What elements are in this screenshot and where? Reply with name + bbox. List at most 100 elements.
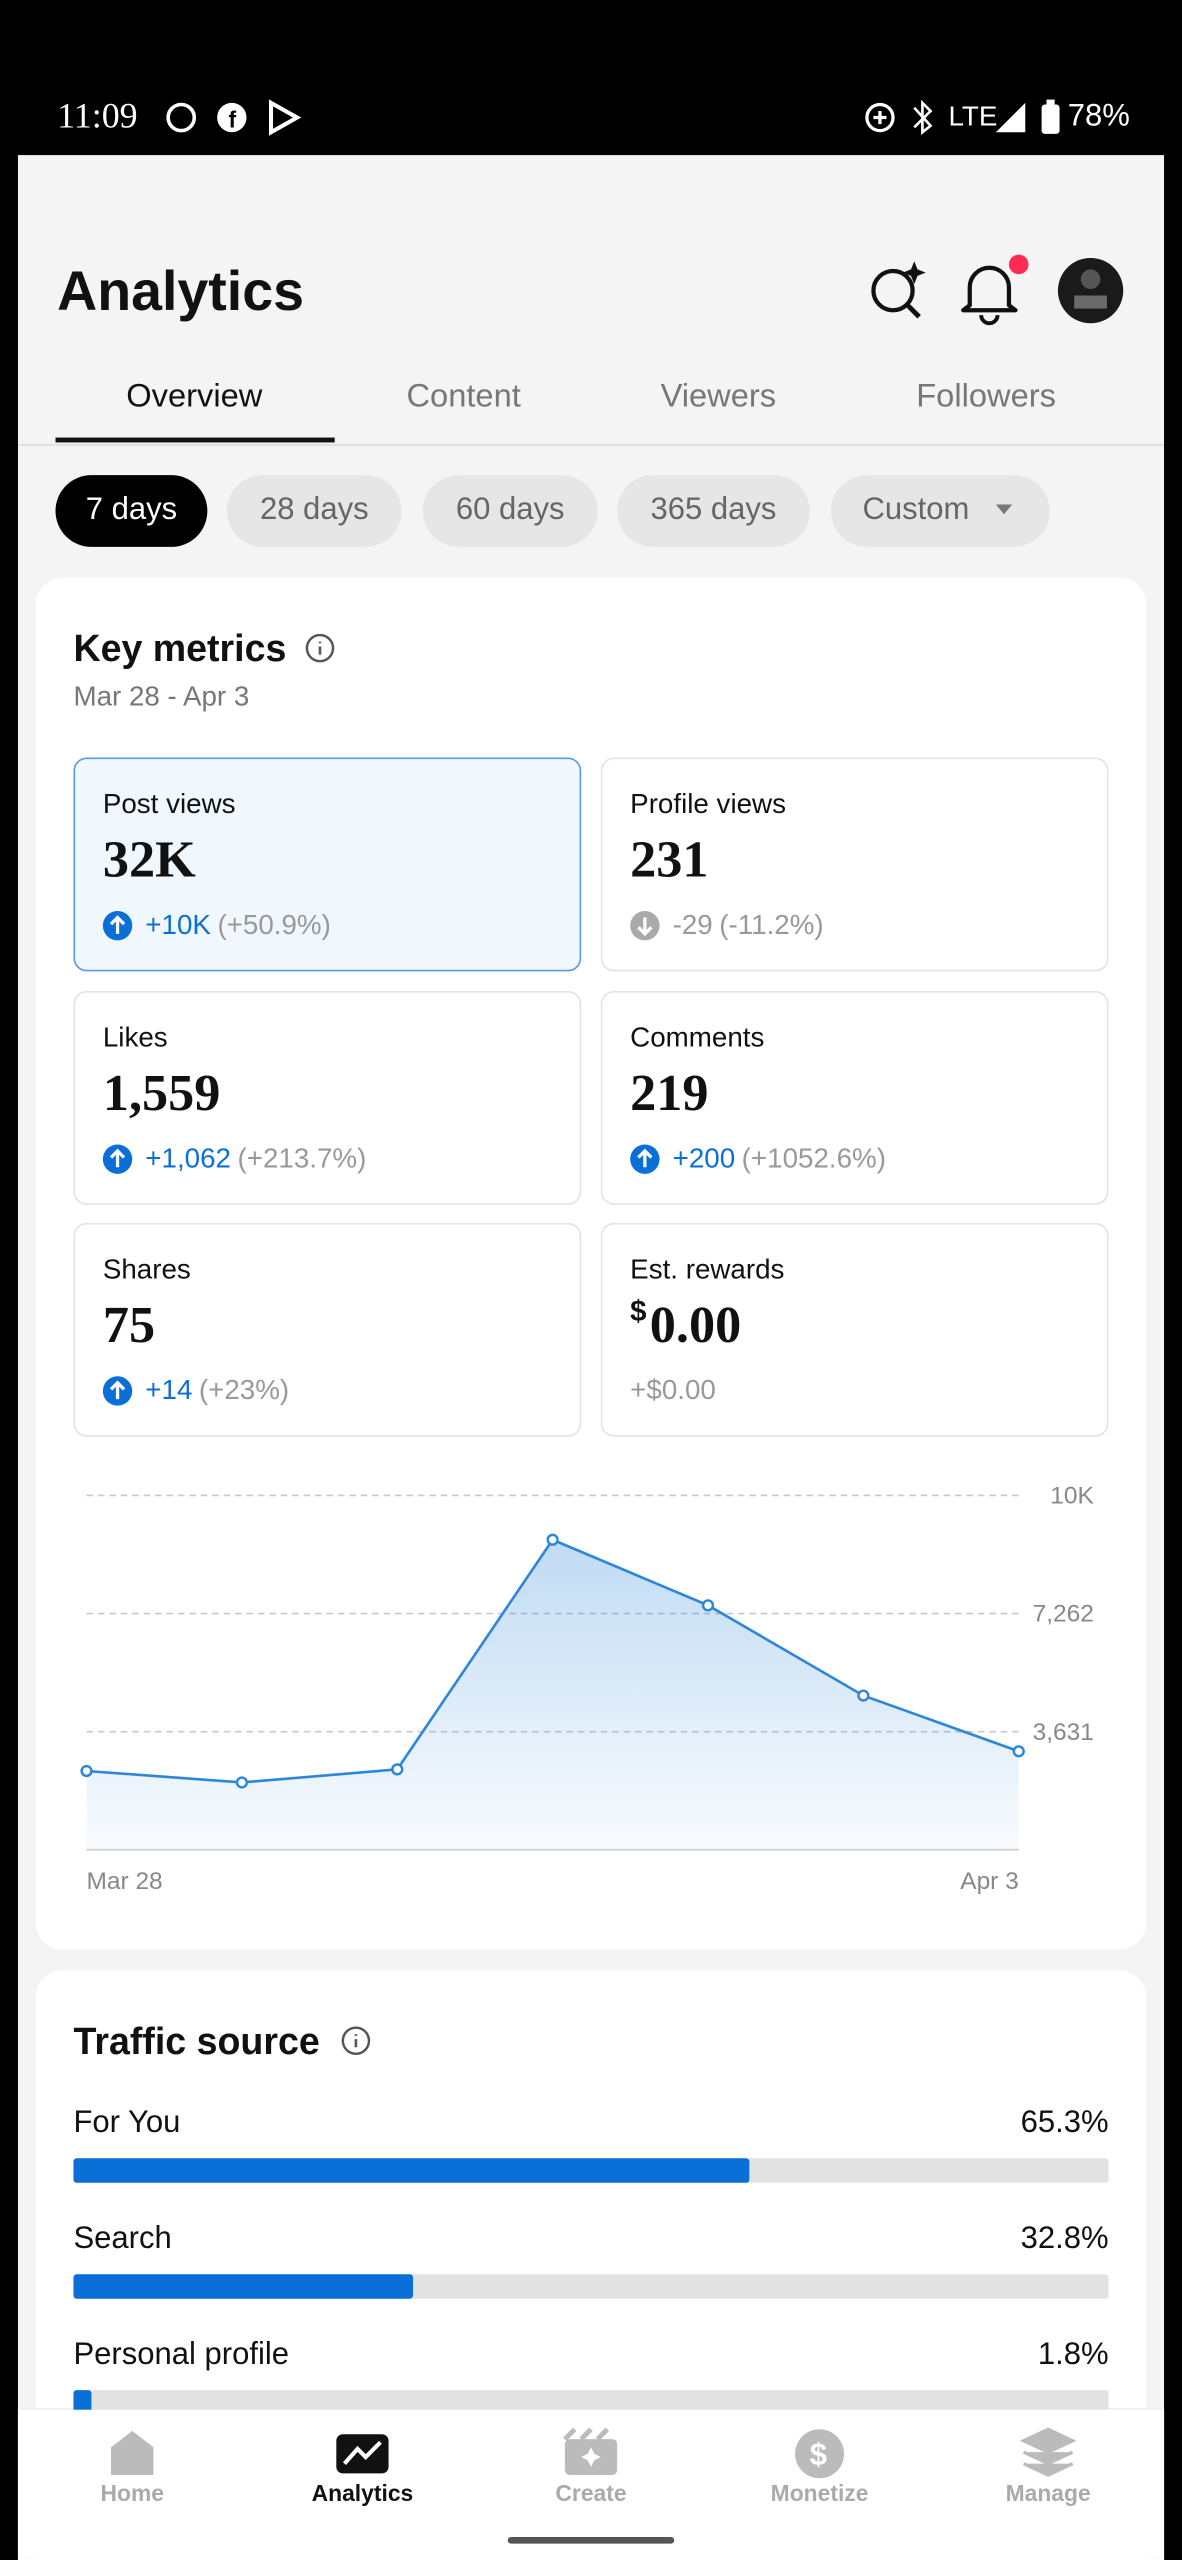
y-tick-label: 7,262 xyxy=(1033,1601,1094,1628)
tab[interactable]: Content xyxy=(406,378,521,415)
nav-item[interactable]: Analytics xyxy=(311,2479,414,2507)
views-chart: 3,631 7,262 10K Mar 28 Apr 3 xyxy=(80,1483,1095,1895)
point xyxy=(546,1533,559,1546)
change-percent: (+213.7%) xyxy=(237,1142,367,1174)
status-time: 11:09 xyxy=(57,94,138,136)
divider xyxy=(17,444,1165,446)
range-chip[interactable]: 60 days xyxy=(422,475,598,547)
svg-text:$: $ xyxy=(810,2437,827,2472)
change: +1,062 xyxy=(145,1142,231,1174)
nav-mask xyxy=(17,2409,1165,2560)
tab[interactable]: Viewers xyxy=(660,378,777,415)
avatar[interactable] xyxy=(1057,257,1124,324)
battery: 78% xyxy=(1067,99,1130,134)
range-chip[interactable]: 365 days xyxy=(617,475,810,547)
info-icon[interactable] xyxy=(340,2024,376,2060)
metric-value: 32K xyxy=(102,829,196,889)
metric-change: +$0.00 xyxy=(630,1375,716,1408)
metric-change: +200 (+1052.6%) xyxy=(673,1142,886,1175)
tab[interactable]: Overview xyxy=(126,378,263,415)
metric-value: 1,559 xyxy=(102,1062,221,1121)
header-actions xyxy=(871,254,1124,326)
change-percent: (+23%) xyxy=(198,1374,290,1406)
tab-indicator xyxy=(55,437,335,443)
change-percent: (+50.9%) xyxy=(217,909,331,941)
date-range: Mar 28 - Apr 3 xyxy=(73,680,250,712)
nav-item[interactable]: Create xyxy=(555,2479,627,2507)
metric-card[interactable] xyxy=(600,1222,1109,1437)
source-name: For You xyxy=(73,2106,181,2141)
change: +14 xyxy=(145,1374,193,1406)
signal-battery xyxy=(995,99,1060,134)
metric-label: Est. rewards xyxy=(630,1253,785,1285)
tab[interactable]: Followers xyxy=(916,378,1056,415)
trend-icon xyxy=(630,910,660,941)
x-tick-label: Mar 28 xyxy=(87,1868,163,1895)
metric-card[interactable] xyxy=(600,990,1109,1205)
metric-label: Likes xyxy=(102,1021,168,1053)
x-tick-label: Apr 3 xyxy=(960,1868,1018,1895)
metric-card[interactable] xyxy=(600,757,1109,972)
change: +10K xyxy=(145,909,211,941)
metric-change: +10K (+50.9%) xyxy=(145,909,331,942)
source-value: 1.8% xyxy=(1037,2337,1109,2373)
notification-icons: f xyxy=(166,99,302,136)
svg-text:f: f xyxy=(229,106,237,132)
trend-icon xyxy=(102,1376,133,1406)
metric-value: 219 xyxy=(630,1062,709,1121)
bar xyxy=(73,2390,93,2415)
trend-icon xyxy=(102,1143,133,1174)
point xyxy=(857,1689,870,1702)
nav-item[interactable]: Manage xyxy=(1005,2479,1091,2507)
page-title: Analytics xyxy=(57,261,304,324)
info-icon[interactable] xyxy=(304,632,340,668)
metric-label: Post views xyxy=(102,788,236,820)
metric-label: Profile views xyxy=(630,788,786,820)
nav-item[interactable]: Home xyxy=(100,2479,164,2507)
bar xyxy=(73,2274,413,2299)
point xyxy=(1012,1745,1025,1758)
source-value: 65.3% xyxy=(1020,2106,1109,2141)
source-name: Search xyxy=(73,2221,172,2257)
nav-item[interactable]: Monetize xyxy=(770,2479,869,2507)
metric-change: -29 (-11.2%) xyxy=(673,909,824,942)
search-button[interactable] xyxy=(871,261,926,319)
trend-icon xyxy=(630,1143,660,1174)
source-value: 32.8% xyxy=(1020,2221,1109,2257)
network: LTE xyxy=(948,101,998,133)
change: -29 xyxy=(672,909,713,941)
area xyxy=(86,1539,1019,1850)
change: +200 xyxy=(672,1142,736,1174)
metric-card[interactable] xyxy=(73,1222,582,1437)
range-chip[interactable]: 28 days xyxy=(226,475,402,547)
change: +$0.00 xyxy=(630,1374,716,1406)
point xyxy=(391,1763,404,1776)
metric-value: 231 xyxy=(630,829,709,889)
bar xyxy=(73,2158,750,2183)
home-indicator xyxy=(507,2537,675,2544)
section-title: Traffic source xyxy=(73,2019,320,2062)
trend-icon xyxy=(102,910,133,941)
notifications-button[interactable] xyxy=(961,254,1029,326)
metric-change: +14 (+23%) xyxy=(145,1375,289,1408)
y-tick-label: 3,631 xyxy=(1033,1719,1094,1746)
metric-card[interactable] xyxy=(73,990,582,1205)
metric-card[interactable] xyxy=(73,757,582,972)
point xyxy=(80,1764,93,1778)
nav-icons: $ xyxy=(111,2427,1077,2479)
range-chip[interactable]: Custom xyxy=(830,475,1050,547)
dropdown-caret xyxy=(995,504,1013,515)
metric-value: 75 xyxy=(102,1294,156,1354)
metric-value: 0.00 xyxy=(649,1294,742,1354)
currency: $ xyxy=(630,1294,647,1328)
change-percent: (-11.2%) xyxy=(719,909,824,941)
y-tick-label: 10K xyxy=(1050,1483,1094,1510)
point xyxy=(235,1776,249,1789)
status-icons xyxy=(865,99,933,135)
range-chip[interactable]: 7 days xyxy=(55,475,208,547)
metric-change: +1,062 (+213.7%) xyxy=(145,1142,366,1175)
change-percent: (+1052.6%) xyxy=(741,1142,886,1174)
source-name: Personal profile xyxy=(73,2337,290,2373)
metric-label: Shares xyxy=(102,1253,191,1285)
